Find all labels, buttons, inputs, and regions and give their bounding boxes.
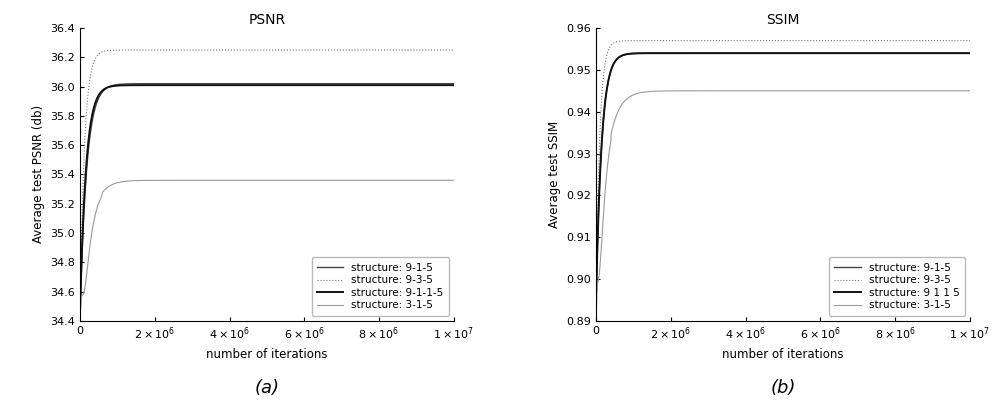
- structure: 9-1-5: (5.34e+06, 0.954): 9-1-5: (5.34e+06, 0.954): [790, 51, 802, 56]
- structure: 3-1-5: (8.38e+06, 35.4): 3-1-5: (8.38e+06, 35.4): [387, 178, 399, 183]
- Line: structure: 9-1-1-5: structure: 9-1-1-5: [80, 85, 454, 314]
- structure: 9 1 1 5: (3.62e+06, 0.954): 9 1 1 5: (3.62e+06, 0.954): [725, 51, 737, 56]
- structure: 3-1-5: (1.42e+06, 0.945): 3-1-5: (1.42e+06, 0.945): [643, 89, 655, 94]
- structure: 9-3-5: (5.34e+06, 0.957): 9-3-5: (5.34e+06, 0.957): [790, 38, 802, 43]
- Line: structure: 9-1-5: structure: 9-1-5: [596, 53, 970, 300]
- Line: structure: 9-3-5: structure: 9-3-5: [596, 41, 970, 300]
- structure: 9-3-5: (9.8e+06, 0.957): 9-3-5: (9.8e+06, 0.957): [956, 38, 968, 43]
- structure: 9 1 1 5: (1.42e+06, 0.954): 9 1 1 5: (1.42e+06, 0.954): [643, 51, 655, 56]
- structure: 9-3-5: (1.42e+06, 0.957): 9-3-5: (1.42e+06, 0.957): [643, 38, 655, 43]
- Title: PSNR: PSNR: [248, 13, 286, 27]
- Line: structure: 3-1-5: structure: 3-1-5: [80, 180, 454, 314]
- structure: 9-3-5: (2.15e+04, 0.907): 9-3-5: (2.15e+04, 0.907): [591, 247, 603, 252]
- structure: 9-3-5: (4.39e+05, 36.2): 9-3-5: (4.39e+05, 36.2): [90, 55, 102, 59]
- X-axis label: number of iterations: number of iterations: [722, 348, 844, 361]
- structure: 9-1-5: (3.62e+06, 0.954): 9-1-5: (3.62e+06, 0.954): [725, 51, 737, 56]
- Legend: structure: 9-1-5, structure: 9-3-5, structure: 9 1 1 5, structure: 3-1-5: structure: 9-1-5, structure: 9-3-5, stru…: [829, 257, 965, 316]
- structure: 9 1 1 5: (4.39e+05, 0.951): 9 1 1 5: (4.39e+05, 0.951): [606, 64, 618, 69]
- structure: 9-3-5: (3.52e+06, 0.957): 9-3-5: (3.52e+06, 0.957): [722, 38, 734, 43]
- structure: 9-3-5: (1e+07, 0.957): 9-3-5: (1e+07, 0.957): [964, 38, 976, 43]
- structure: 3-1-5: (5.24e+06, 0.945): 3-1-5: (5.24e+06, 0.945): [786, 88, 798, 93]
- structure: 3-1-5: (0, 0.893): 3-1-5: (0, 0.893): [590, 306, 602, 311]
- structure: 9-1-1-5: (0, 34.5): 9-1-1-5: (0, 34.5): [74, 311, 86, 316]
- structure: 3-1-5: (3.62e+06, 0.945): 3-1-5: (3.62e+06, 0.945): [725, 88, 737, 93]
- structure: 9-1-5: (1e+07, 36): 9-1-5: (1e+07, 36): [448, 81, 460, 86]
- structure: 3-1-5: (1.42e+06, 35.4): 3-1-5: (1.42e+06, 35.4): [127, 178, 139, 183]
- structure: 9-1-5: (5.24e+06, 36): 9-1-5: (5.24e+06, 36): [270, 81, 282, 86]
- Title: SSIM: SSIM: [766, 13, 800, 27]
- structure: 9-3-5: (9.8e+06, 36.2): 9-3-5: (9.8e+06, 36.2): [440, 48, 452, 53]
- Line: structure: 9-1-5: structure: 9-1-5: [80, 84, 454, 314]
- structure: 9-1-5: (9.8e+06, 36): 9-1-5: (9.8e+06, 36): [440, 81, 452, 86]
- structure: 9 1 1 5: (0, 0.893): 9 1 1 5: (0, 0.893): [590, 306, 602, 311]
- structure: 9-1-5: (5.24e+06, 0.954): 9-1-5: (5.24e+06, 0.954): [786, 51, 798, 56]
- structure: 3-1-5: (3.62e+06, 35.4): 3-1-5: (3.62e+06, 35.4): [209, 178, 221, 183]
- structure: 9-1-1-5: (1.42e+06, 36): 9-1-1-5: (1.42e+06, 36): [127, 83, 139, 87]
- structure: 9-3-5: (1e+07, 36.2): 9-3-5: (1e+07, 36.2): [448, 48, 460, 53]
- structure: 9-3-5: (3.72e+06, 0.957): 9-3-5: (3.72e+06, 0.957): [729, 38, 741, 43]
- Line: structure: 9 1 1 5: structure: 9 1 1 5: [596, 53, 970, 308]
- structure: 9-1-5: (0, 0.895): 9-1-5: (0, 0.895): [590, 298, 602, 302]
- structure: 9-1-5: (1.42e+06, 0.954): 9-1-5: (1.42e+06, 0.954): [643, 51, 655, 56]
- X-axis label: number of iterations: number of iterations: [206, 348, 328, 361]
- structure: 9 1 1 5: (5.24e+06, 0.954): 9 1 1 5: (5.24e+06, 0.954): [786, 51, 798, 56]
- structure: 9 1 1 5: (9.8e+06, 0.954): 9 1 1 5: (9.8e+06, 0.954): [956, 51, 968, 56]
- structure: 9-1-1-5: (2.15e+04, 34.6): 9-1-1-5: (2.15e+04, 34.6): [75, 282, 87, 287]
- Text: (a): (a): [254, 379, 279, 397]
- Line: structure: 9-3-5: structure: 9-3-5: [80, 50, 454, 314]
- structure: 9-1-5: (0, 34.5): 9-1-5: (0, 34.5): [74, 311, 86, 316]
- structure: 3-1-5: (5.24e+06, 35.4): 3-1-5: (5.24e+06, 35.4): [270, 178, 282, 183]
- Text: (b): (b): [770, 379, 796, 397]
- structure: 9-1-5: (2.15e+04, 34.6): 9-1-5: (2.15e+04, 34.6): [75, 285, 87, 290]
- structure: 9-3-5: (4.39e+05, 0.956): 9-3-5: (4.39e+05, 0.956): [606, 41, 618, 46]
- structure: 9 1 1 5: (2.15e+04, 0.903): 9 1 1 5: (2.15e+04, 0.903): [591, 265, 603, 269]
- structure: 9-1-5: (4.39e+05, 0.951): 9-1-5: (4.39e+05, 0.951): [606, 64, 618, 69]
- Legend: structure: 9-1-5, structure: 9-3-5, structure: 9-1-1-5, structure: 3-1-5: structure: 9-1-5, structure: 9-3-5, stru…: [312, 257, 449, 316]
- structure: 9-3-5: (5.34e+06, 36.2): 9-3-5: (5.34e+06, 36.2): [274, 48, 286, 53]
- structure: 9-3-5: (0, 0.895): 9-3-5: (0, 0.895): [590, 298, 602, 302]
- structure: 9-3-5: (4.13e+06, 36.2): 9-3-5: (4.13e+06, 36.2): [228, 48, 240, 53]
- structure: 9-1-1-5: (9.8e+06, 36): 9-1-1-5: (9.8e+06, 36): [440, 83, 452, 87]
- structure: 9-1-5: (2.15e+04, 0.903): 9-1-5: (2.15e+04, 0.903): [591, 265, 603, 269]
- structure: 9-1-5: (1.42e+06, 36): 9-1-5: (1.42e+06, 36): [127, 81, 139, 86]
- structure: 9-1-5: (1e+07, 0.954): 9-1-5: (1e+07, 0.954): [964, 51, 976, 56]
- structure: 3-1-5: (1e+07, 0.945): 3-1-5: (1e+07, 0.945): [964, 88, 976, 93]
- structure: 9-1-5: (6.15e+06, 36): 9-1-5: (6.15e+06, 36): [304, 81, 316, 86]
- Y-axis label: Average test SSIM: Average test SSIM: [548, 121, 561, 228]
- structure: 9-1-1-5: (5.44e+06, 36): 9-1-1-5: (5.44e+06, 36): [278, 83, 290, 87]
- structure: 3-1-5: (0, 34.5): 3-1-5: (0, 34.5): [74, 311, 86, 316]
- structure: 9-1-1-5: (4.39e+05, 35.9): 9-1-1-5: (4.39e+05, 35.9): [90, 97, 102, 102]
- structure: 9-3-5: (2.15e+04, 34.7): 9-3-5: (2.15e+04, 34.7): [75, 268, 87, 273]
- structure: 3-1-5: (2.15e+04, 0.897): 3-1-5: (2.15e+04, 0.897): [591, 288, 603, 293]
- structure: 9-3-5: (1.42e+06, 36.2): 9-3-5: (1.42e+06, 36.2): [127, 48, 139, 53]
- structure: 9-1-5: (3.62e+06, 36): 9-1-5: (3.62e+06, 36): [209, 81, 221, 86]
- structure: 3-1-5: (4.39e+05, 35.2): 3-1-5: (4.39e+05, 35.2): [90, 208, 102, 213]
- structure: 9-1-5: (9.8e+06, 0.954): 9-1-5: (9.8e+06, 0.954): [956, 51, 968, 56]
- structure: 9-1-5: (4.39e+05, 35.9): 9-1-5: (4.39e+05, 35.9): [90, 101, 102, 106]
- structure: 9-1-1-5: (3.62e+06, 36): 9-1-1-5: (3.62e+06, 36): [209, 83, 221, 87]
- Y-axis label: Average test PSNR (db): Average test PSNR (db): [32, 105, 45, 243]
- structure: 9 1 1 5: (5.34e+06, 0.954): 9 1 1 5: (5.34e+06, 0.954): [790, 51, 802, 56]
- structure: 9-3-5: (0, 34.5): 9-3-5: (0, 34.5): [74, 311, 86, 316]
- structure: 3-1-5: (2.15e+04, 34.5): 3-1-5: (2.15e+04, 34.5): [75, 300, 87, 305]
- Line: structure: 3-1-5: structure: 3-1-5: [596, 91, 970, 308]
- structure: 3-1-5: (9.8e+06, 0.945): 3-1-5: (9.8e+06, 0.945): [956, 88, 968, 93]
- structure: 3-1-5: (4.39e+05, 0.936): 3-1-5: (4.39e+05, 0.936): [606, 126, 618, 131]
- structure: 9-3-5: (3.62e+06, 36.2): 9-3-5: (3.62e+06, 36.2): [209, 48, 221, 53]
- structure: 9-1-1-5: (5.24e+06, 36): 9-1-1-5: (5.24e+06, 36): [270, 83, 282, 87]
- structure: 3-1-5: (9.8e+06, 35.4): 3-1-5: (9.8e+06, 35.4): [440, 178, 452, 183]
- structure: 3-1-5: (8.68e+06, 0.945): 3-1-5: (8.68e+06, 0.945): [915, 88, 927, 93]
- structure: 9 1 1 5: (1e+07, 0.954): 9 1 1 5: (1e+07, 0.954): [964, 51, 976, 56]
- structure: 9-1-1-5: (1e+07, 36): 9-1-1-5: (1e+07, 36): [448, 83, 460, 87]
- structure: 3-1-5: (1e+07, 35.4): 3-1-5: (1e+07, 35.4): [448, 178, 460, 183]
